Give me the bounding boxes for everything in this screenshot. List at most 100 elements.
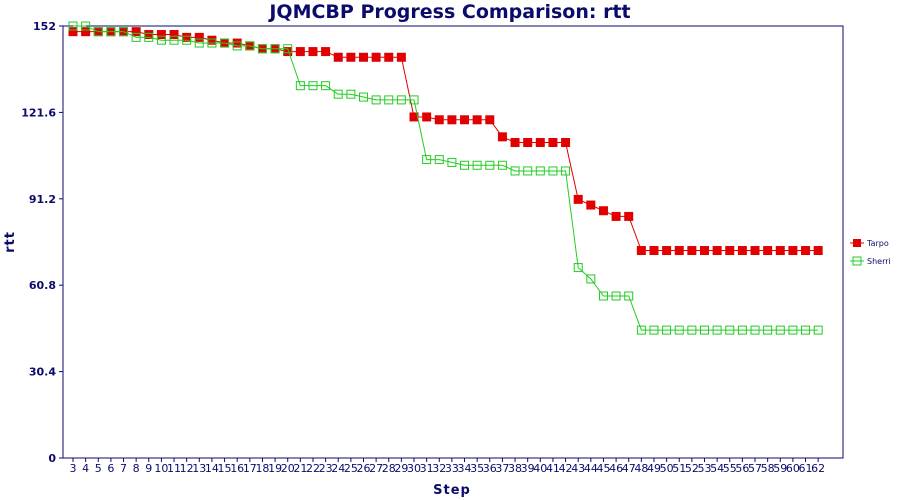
data-point <box>573 263 583 273</box>
legend-label-tarpo: Tarpo <box>866 239 889 248</box>
data-point <box>131 32 141 42</box>
data-point <box>510 166 520 176</box>
data-point <box>485 115 495 125</box>
legend-marker-tarpo <box>853 239 861 247</box>
data-point <box>775 325 785 335</box>
x-tick-label: 19 <box>268 462 282 475</box>
data-point <box>422 155 432 165</box>
x-tick-label: 56 <box>735 462 749 475</box>
y-tick-label: 121.6 <box>21 106 56 119</box>
x-tick-label: 18 <box>255 462 269 475</box>
data-point <box>611 291 621 301</box>
data-point <box>472 160 482 170</box>
y-tick-label: 91.2 <box>29 193 56 206</box>
data-point <box>409 95 419 105</box>
data-point <box>485 160 495 170</box>
data-point <box>194 32 204 42</box>
data-point <box>396 95 406 105</box>
data-point <box>245 41 255 51</box>
data-point <box>333 52 343 62</box>
data-point <box>561 166 571 176</box>
data-point <box>788 246 798 256</box>
data-point <box>106 27 116 37</box>
data-point <box>649 246 659 256</box>
x-tick-label: 53 <box>698 462 712 475</box>
data-point <box>308 81 318 91</box>
data-point <box>561 138 571 148</box>
data-point <box>156 30 166 40</box>
data-point <box>750 325 760 335</box>
data-point <box>636 246 646 256</box>
data-point <box>624 211 634 221</box>
data-point <box>788 325 798 335</box>
data-point <box>813 246 823 256</box>
x-tick-label: 17 <box>243 462 257 475</box>
x-tick-label: 46 <box>609 462 623 475</box>
data-point <box>295 47 305 57</box>
x-tick-label: 43 <box>571 462 585 475</box>
x-tick-label: 49 <box>647 462 661 475</box>
x-tick-label: 11 <box>167 462 181 475</box>
data-point <box>81 27 91 37</box>
data-point <box>497 132 507 142</box>
x-axis-title: Step <box>433 483 471 498</box>
x-tick-label: 54 <box>710 462 724 475</box>
data-point <box>725 325 735 335</box>
data-point <box>548 138 558 148</box>
x-tick-label: 32 <box>432 462 446 475</box>
data-point <box>611 211 621 221</box>
data-point <box>371 95 381 105</box>
x-tick-label: 20 <box>281 462 295 475</box>
legend-marker-sherri <box>852 256 862 266</box>
data-point <box>131 27 141 37</box>
data-point <box>737 325 747 335</box>
data-point <box>598 206 608 216</box>
data-point <box>68 21 78 31</box>
x-tick-label: 22 <box>306 462 320 475</box>
data-point <box>750 246 760 256</box>
data-point <box>662 246 672 256</box>
x-tick-label: 58 <box>761 462 775 475</box>
x-tick-label: 48 <box>634 462 648 475</box>
data-point <box>321 47 331 57</box>
x-tick-label: 35 <box>470 462 484 475</box>
y-tick-label: 152 <box>33 20 56 33</box>
x-tick-label: 3 <box>70 462 77 475</box>
plot-area <box>62 25 844 459</box>
legend: Tarpo Sherri <box>850 239 891 266</box>
data-point <box>384 52 394 62</box>
data-point <box>523 138 533 148</box>
data-point <box>81 21 91 31</box>
data-point <box>598 291 608 301</box>
data-point <box>396 52 406 62</box>
data-point <box>472 115 482 125</box>
x-tick-label: 6 <box>107 462 114 475</box>
data-point <box>257 44 267 54</box>
x-tick-label: 9 <box>145 462 152 475</box>
data-point <box>712 325 722 335</box>
x-tick-label: 28 <box>382 462 396 475</box>
x-tick-label: 45 <box>596 462 610 475</box>
x-tick-label: 36 <box>483 462 497 475</box>
data-point <box>194 38 204 48</box>
data-point <box>232 38 242 48</box>
x-tick-label: 31 <box>420 462 434 475</box>
data-point <box>813 325 823 335</box>
data-point <box>68 27 78 37</box>
data-point <box>737 246 747 256</box>
series-sherri <box>68 21 823 335</box>
data-point <box>687 246 697 256</box>
data-point <box>220 38 230 48</box>
x-tick-label: 4 <box>82 462 89 475</box>
data-point <box>371 52 381 62</box>
data-point <box>586 200 596 210</box>
x-tick-label: 62 <box>811 462 825 475</box>
legend-label-sherri: Sherri <box>867 257 891 266</box>
data-point <box>333 89 343 99</box>
chart-title: JQMCBP Progress Comparison: rtt <box>267 1 630 23</box>
data-point <box>295 81 305 91</box>
x-tick-label: 41 <box>546 462 560 475</box>
data-point <box>586 274 596 284</box>
x-tick-label: 57 <box>748 462 762 475</box>
x-tick-label: 27 <box>369 462 383 475</box>
